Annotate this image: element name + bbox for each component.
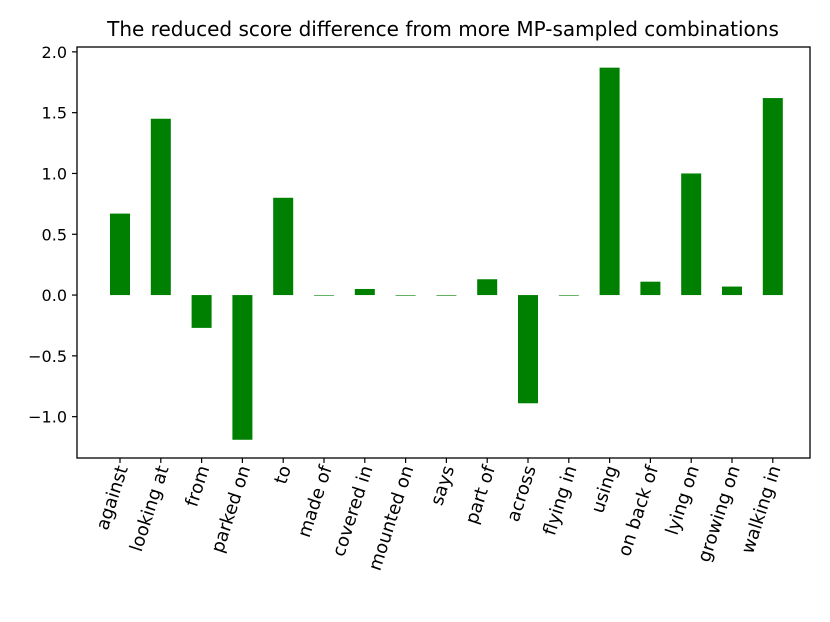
y-tick-label: 1.0	[42, 164, 67, 183]
x-tick-label: flying in	[539, 463, 581, 538]
x-tick-label: covered in	[328, 463, 377, 559]
y-tick-label: 1.5	[42, 104, 67, 123]
y-tick-label: 0.0	[42, 286, 67, 305]
x-tick-label: using	[587, 463, 622, 516]
bar-parked-on	[232, 295, 253, 440]
bar-looking-at	[150, 118, 171, 296]
x-tick-label: parked on	[207, 463, 255, 555]
x-tick-label: made of	[294, 462, 337, 540]
chart-title: The reduced score difference from more M…	[106, 17, 779, 41]
bar-to	[273, 197, 294, 296]
bar-covered-in	[354, 288, 375, 296]
bar-made-of	[314, 295, 334, 296]
bar-across	[518, 295, 538, 404]
bar-flying-in	[558, 295, 579, 296]
x-tick-label: looking at	[126, 463, 174, 554]
x-tick-label: says	[427, 463, 459, 508]
bar-mounted-on	[395, 295, 416, 296]
x-tick-label: to	[270, 463, 296, 487]
y-tick-label: 0.5	[42, 225, 67, 244]
x-tick-label: on back of	[614, 462, 663, 559]
bar-growing-on	[722, 286, 742, 296]
x-tick-label: lying on	[662, 463, 704, 538]
x-tick-label: across	[503, 463, 541, 524]
y-tick-label: −1.0	[28, 408, 67, 427]
bar-walking-in	[762, 98, 783, 296]
bar-against	[110, 213, 130, 296]
bar-from	[191, 295, 212, 328]
bar-says	[436, 295, 457, 296]
bar-on-back-of	[640, 281, 661, 296]
x-tick-label: walking in	[737, 463, 785, 556]
bars-group	[110, 67, 783, 440]
x-tick-label: against	[92, 463, 132, 533]
bar-part-of	[477, 279, 498, 296]
x-tick-label: part of	[461, 462, 500, 526]
bar-using	[599, 67, 620, 296]
y-axis: −1.0 −0.5 0.0 0.5 1.0 1.5 2.0	[28, 43, 77, 427]
x-tick-label: from	[181, 463, 214, 509]
y-tick-label: −0.5	[28, 347, 67, 366]
plot-frame	[76, 46, 811, 459]
bar-lying-on	[681, 173, 702, 296]
y-tick-label: 2.0	[42, 43, 67, 62]
